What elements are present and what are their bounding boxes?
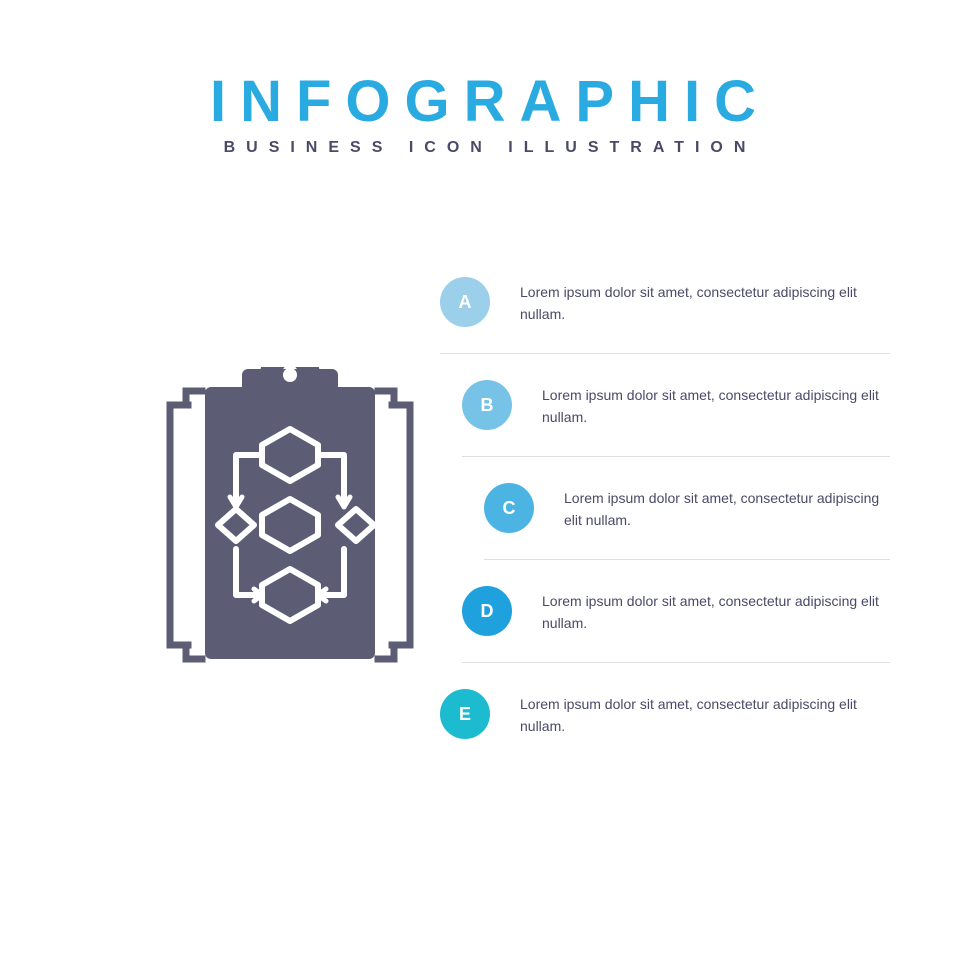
step-item: C Lorem ipsum dolor sit amet, consectetu… [484, 483, 890, 560]
step-item: B Lorem ipsum dolor sit amet, consectetu… [462, 380, 890, 457]
step-text: Lorem ipsum dolor sit amet, consectetur … [520, 277, 890, 326]
step-item: D Lorem ipsum dolor sit amet, consectetu… [462, 586, 890, 663]
step-badge-b: B [462, 380, 512, 430]
steps-list: A Lorem ipsum dolor sit amet, consectetu… [440, 277, 890, 791]
step-badge-d: D [462, 586, 512, 636]
step-badge-e: E [440, 689, 490, 739]
page-subtitle: BUSINESS ICON ILLUSTRATION [0, 139, 980, 157]
step-badge-a: A [440, 277, 490, 327]
clipboard-flowchart-icon [150, 367, 430, 667]
step-item: E Lorem ipsum dolor sit amet, consectetu… [440, 689, 890, 765]
step-text: Lorem ipsum dolor sit amet, consectetur … [542, 380, 890, 429]
header: INFOGRAPHIC BUSINESS ICON ILLUSTRATION [0, 0, 980, 157]
step-text: Lorem ipsum dolor sit amet, consectetur … [564, 483, 890, 532]
step-badge-c: C [484, 483, 534, 533]
page-title: INFOGRAPHIC [0, 68, 980, 135]
step-text: Lorem ipsum dolor sit amet, consectetur … [520, 689, 890, 738]
step-item: A Lorem ipsum dolor sit amet, consectetu… [440, 277, 890, 354]
step-text: Lorem ipsum dolor sit amet, consectetur … [542, 586, 890, 635]
